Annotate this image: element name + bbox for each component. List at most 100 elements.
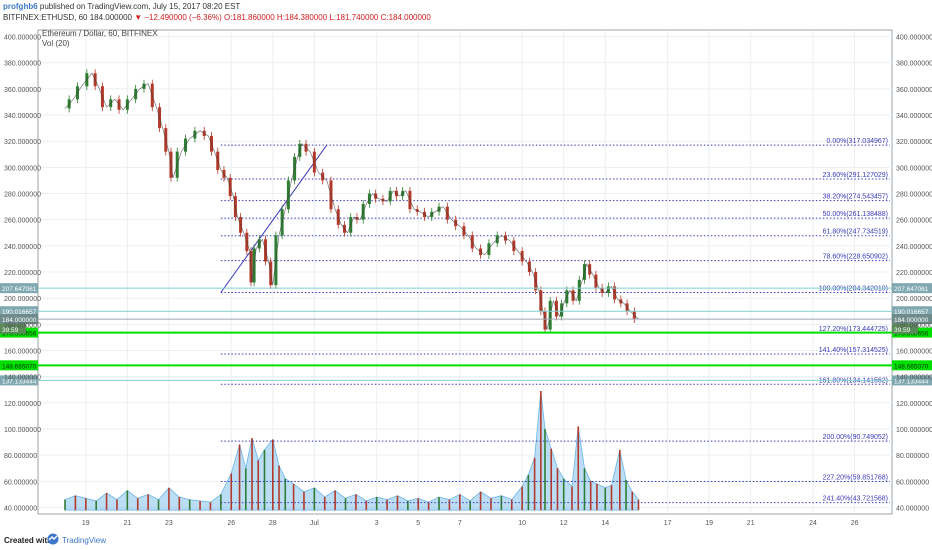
y-tick-label-left: 340.000000 xyxy=(4,113,41,120)
y-tick-label-right: 200.000000 xyxy=(896,296,932,303)
chart-header: profghb6 published on TradingView.com, J… xyxy=(0,0,932,24)
price-label-box xyxy=(892,314,932,325)
x-tick-label: 26 xyxy=(227,520,235,527)
publish-text: published on TradingView.com, July 15, 2… xyxy=(37,2,241,11)
y-tick-label-left: 120.000000 xyxy=(4,401,41,408)
price-label-box xyxy=(892,375,932,386)
x-tick-label: 7 xyxy=(458,520,462,527)
ohlc-values: O:181.860000 H:184.380000 L:181.740000 C… xyxy=(223,13,431,22)
y-tick-label-right: 80.000000 xyxy=(896,453,929,460)
y-tick-label-right: 120.000000 xyxy=(896,401,932,408)
price-line xyxy=(64,72,639,330)
fib-level-label: 127.20%(173.444725) xyxy=(819,326,888,333)
x-tick-label: 23 xyxy=(165,520,173,527)
tradingview-brand[interactable]: TradingView xyxy=(62,536,107,545)
fib-level-label: 38.20%(274.543457) xyxy=(823,194,888,201)
y-tick-label-left: 400.000000 xyxy=(4,35,41,42)
x-tick-label: 5 xyxy=(416,520,420,527)
fibonacci-retracement: 0.00%(317.034967) 23.60%(291.127029) 38.20… xyxy=(220,138,890,504)
x-tick-label: 14 xyxy=(601,520,609,527)
volume-value-label: 39.59 xyxy=(2,327,19,334)
y-tick-label-left: 160.000000 xyxy=(4,348,41,355)
price-label-box xyxy=(0,306,38,317)
x-tick-label: 10 xyxy=(518,520,526,527)
fib-level-label: 50.00%(261.138488) xyxy=(823,211,888,218)
volume-value-label: 39.59 xyxy=(894,327,911,334)
price-chart[interactable]: 0.00%(317.034967) 23.60%(291.127029) 38.20… xyxy=(0,24,932,530)
y-tick-label-left: 80.000000 xyxy=(4,453,37,460)
volume-area xyxy=(64,390,639,511)
tradingview-logo-icon[interactable] xyxy=(46,533,60,545)
x-tick-label: 21 xyxy=(123,520,131,527)
y-tick-label-right: 280.000000 xyxy=(896,192,932,199)
price-label-box xyxy=(0,360,38,371)
price-label: 173.668656 xyxy=(2,331,37,338)
price-label: 184.000000 xyxy=(2,317,37,324)
y-tick-label-left: 220.000000 xyxy=(4,270,41,277)
x-tick-label: 26 xyxy=(851,520,859,527)
price-label-box xyxy=(0,375,38,386)
y-tick-label-left: 140.000000 xyxy=(4,375,41,382)
price-label-box xyxy=(0,314,38,325)
price-label: 173.668656 xyxy=(894,331,929,338)
x-tick-label: 17 xyxy=(664,520,672,527)
fib-level-label: 23.60%(291.127029) xyxy=(823,172,888,179)
y-tick-label-right: 320.000000 xyxy=(896,139,932,146)
y-tick-label-left: 200.000000 xyxy=(4,296,41,303)
price-label: 148.665070 xyxy=(894,363,929,370)
volume-pane xyxy=(64,390,640,511)
y-tick-label-left: 300.000000 xyxy=(4,165,41,172)
fib-level-label: 78.60%(228.650902) xyxy=(823,254,888,261)
y-tick-label-right: 180.000000 xyxy=(896,322,932,329)
footer: Created with TradingView xyxy=(0,530,932,550)
price-label-box xyxy=(892,283,932,294)
symbol-name: BITFINEX:ETHUSD, 60 xyxy=(3,13,88,22)
fib-level-label: 241.40%(43.721568) xyxy=(823,496,888,503)
x-tick-label: 24 xyxy=(809,520,817,527)
grid xyxy=(37,29,893,515)
y-tick-label-right: 40.000000 xyxy=(896,505,929,512)
fib-level-label: 141.40%(157.314525) xyxy=(819,347,888,354)
author-link[interactable]: profghb6 xyxy=(3,2,38,11)
price-label-box xyxy=(0,283,38,294)
created-with-text: Created with xyxy=(4,536,53,545)
volume-label-box xyxy=(892,323,918,334)
y-tick-label-right: 400.000000 xyxy=(896,35,932,42)
y-tick-label-right: 240.000000 xyxy=(896,244,932,251)
y-tick-label-right: 300.000000 xyxy=(896,165,932,172)
y-tick-label-left: 320.000000 xyxy=(4,139,41,146)
horizontal-lines: 207.647061 207.647061 190.016657 190.016657… xyxy=(0,283,932,386)
y-tick-label-right: 60.000000 xyxy=(896,479,929,486)
fib-level-label: 61.80%(247.734519) xyxy=(823,229,888,236)
price-label-box xyxy=(892,306,932,317)
price-label: 137.133444 xyxy=(2,378,37,385)
chart-title: Ethereum / Dollar, 60, BITFINEX xyxy=(42,29,158,38)
y-tick-label-right: 360.000000 xyxy=(896,87,932,94)
price-label: 207.647061 xyxy=(894,286,929,293)
price-label: 184.000000 xyxy=(894,317,929,324)
x-tick-label: 12 xyxy=(560,520,568,527)
fib-level-label: 100.00%(204.342010) xyxy=(819,285,888,292)
x-tick-label: 19 xyxy=(705,520,713,527)
x-tick-label: 21 xyxy=(747,520,755,527)
y-tick-label-left: 260.000000 xyxy=(4,218,41,225)
price-label: 207.647061 xyxy=(2,286,37,293)
y-tick-label-left: 380.000000 xyxy=(4,61,41,68)
price-label-box xyxy=(892,360,932,371)
price-label: 137.133444 xyxy=(894,378,929,385)
publish-line: profghb6 published on TradingView.com, J… xyxy=(3,1,240,12)
x-tick-label: 3 xyxy=(375,520,379,527)
price-label: 190.016657 xyxy=(2,309,37,316)
y-tick-label-left: 240.000000 xyxy=(4,244,41,251)
y-tick-label-left: 280.000000 xyxy=(4,192,41,199)
y-tick-label-right: 100.000000 xyxy=(896,427,932,434)
fib-level-label: 200.00%(90.749052) xyxy=(823,434,888,441)
y-tick-label-right: 160.000000 xyxy=(896,348,932,355)
y-tick-label-left: 40.000000 xyxy=(4,505,37,512)
y-tick-label-right: 220.000000 xyxy=(896,270,932,277)
y-tick-label-right: 140.000000 xyxy=(896,375,932,382)
last-price: 184.000000 xyxy=(89,13,132,22)
volume-label-box xyxy=(0,323,26,334)
y-tick-label-right: 260.000000 xyxy=(896,218,932,225)
trend-line xyxy=(220,144,328,293)
